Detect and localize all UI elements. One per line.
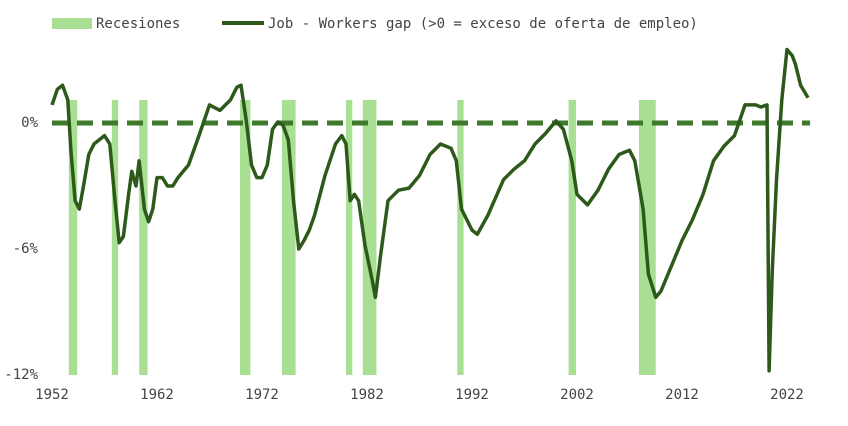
series-line (50, 47, 810, 373)
recession-band (68, 100, 78, 375)
x-tick-label: 2012 (665, 387, 699, 403)
recession-band (568, 100, 576, 375)
x-tick-label: 2002 (560, 387, 594, 403)
recession-band (346, 100, 353, 375)
legend-label: Job - Workers gap (>0 = exceso de oferta… (268, 16, 698, 32)
recession-band (239, 100, 251, 375)
recession-band (638, 100, 656, 375)
x-tick-label: 2022 (770, 387, 804, 403)
x-tick-label: 1982 (350, 387, 384, 403)
recession-band (111, 100, 119, 375)
recession-band (362, 100, 377, 375)
recession-band (457, 100, 464, 375)
x-tick-label: 1972 (245, 387, 279, 403)
y-tick-label: -6% (13, 241, 39, 257)
x-tick-label: 1992 (455, 387, 489, 403)
x-tick-label: 1962 (140, 387, 174, 403)
recession-band (139, 100, 148, 375)
y-tick-label: 0% (21, 115, 38, 131)
legend-swatch (52, 18, 92, 29)
y-tick-label: -12% (4, 367, 38, 383)
x-tick-label: 1952 (35, 387, 69, 403)
legend-label: Recesiones (96, 16, 180, 32)
